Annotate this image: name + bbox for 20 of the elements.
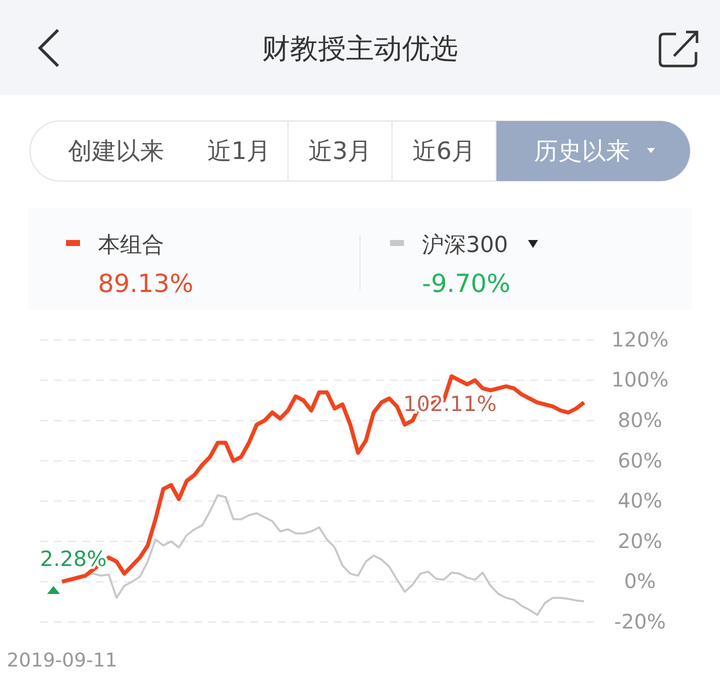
y-tick-label: 0%: [624, 569, 656, 594]
legend-label: 沪深300: [422, 233, 508, 258]
annotation: 2.28%: [40, 547, 107, 571]
legend-label: 本组合: [98, 233, 164, 258]
y-tick-label: 100%: [611, 368, 669, 392]
text: 89.13%: [98, 269, 194, 298]
text: 近6月: [412, 137, 476, 165]
y-tick-label: -20%: [614, 609, 666, 634]
y-tick-label: 120%: [611, 327, 669, 352]
chart-title: 财教授主动优选: [262, 32, 458, 65]
text: 历史以来: [534, 137, 630, 165]
y-tick-label: 40%: [618, 488, 662, 513]
y-tick-label: 80%: [618, 408, 662, 432]
text: 创建以来: [68, 137, 164, 165]
text: 近3月: [308, 137, 372, 165]
text: 近1月: [207, 137, 271, 165]
x-tick-label: 2019-09-11: [6, 649, 118, 672]
y-tick-label: 60%: [618, 448, 662, 472]
text: -9.70%: [422, 269, 510, 298]
y-tick-label: 20%: [618, 528, 662, 553]
